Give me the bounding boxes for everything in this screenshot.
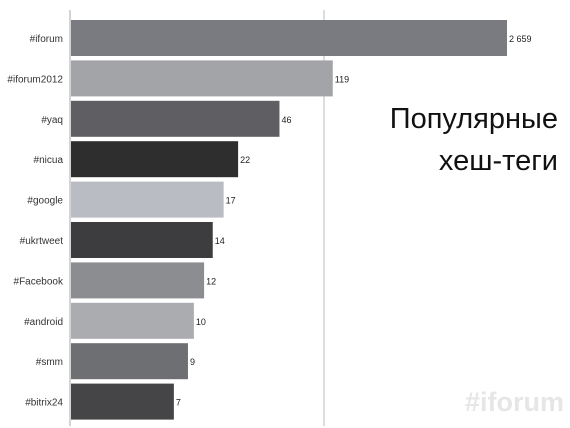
bar-google [71,181,224,218]
value-label: 9 [190,357,195,367]
category-label: #yaq [41,115,63,126]
bar-android [71,302,194,339]
category-label: #Facebook [14,276,64,287]
value-label: 22 [240,155,250,165]
value-label: 46 [281,115,291,125]
bar-nicua [71,141,239,178]
category-label: #ukrtweet [20,236,64,247]
category-label: #android [24,317,63,328]
chart-title: Популярные хеш-теги [390,98,558,182]
chart-title-line-1: Популярные [389,103,558,135]
watermark: #iforum [464,387,564,417]
category-label: #bitrix24 [25,398,63,409]
value-label: 17 [226,196,236,206]
value-label: 2 659 [509,34,532,44]
value-label: 119 [335,74,349,84]
bar-Facebook [71,262,205,299]
bar-iforum2012 [71,60,333,97]
bar-ukrtweet [71,222,213,258]
chart-title-line-2: хеш-теги [438,145,558,177]
value-label: 12 [206,276,216,286]
category-label: #nicua [34,155,64,166]
category-label: #smm [36,357,63,368]
bar-bitrix24 [71,383,174,420]
bar-smm [71,343,188,380]
category-label: #iforum [30,34,63,45]
value-label: 10 [196,317,206,327]
value-label: 14 [215,236,225,246]
category-label: #iforum2012 [7,74,63,85]
value-label: 7 [176,398,181,408]
bar-yaq [71,100,280,137]
bar-iforum [71,20,507,56]
category-label: #google [27,196,63,207]
